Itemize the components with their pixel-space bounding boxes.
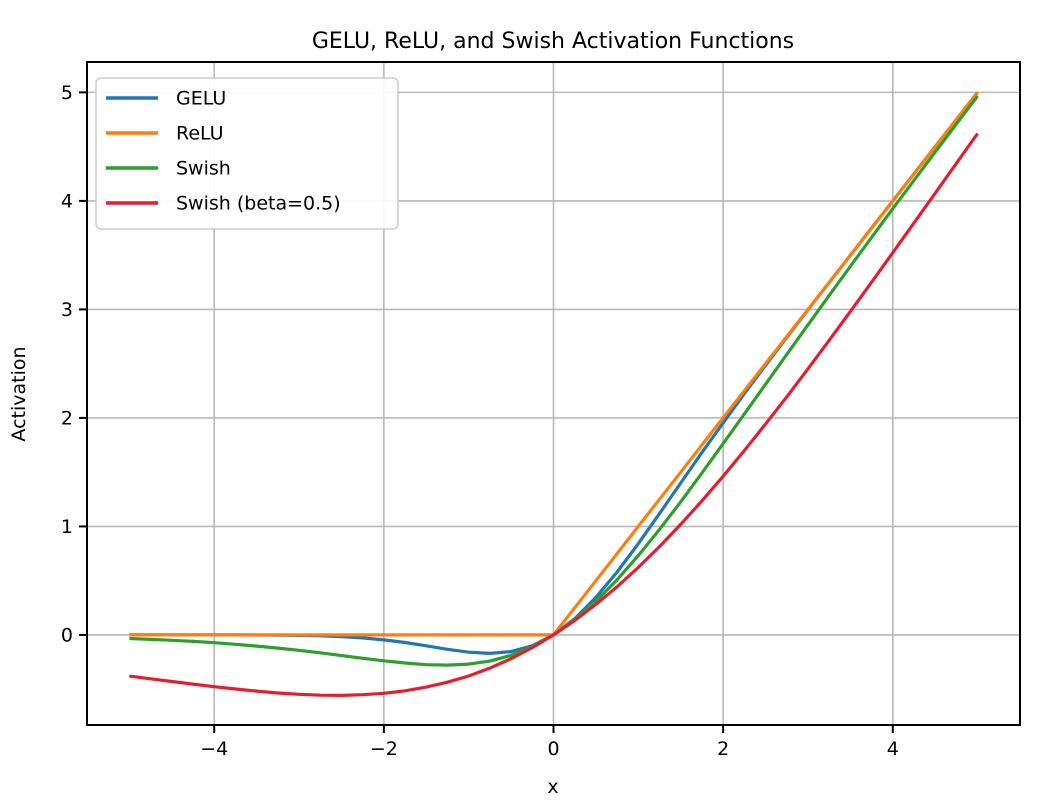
legend-entry-label: ReLU: [176, 123, 224, 145]
y-tick-label: 0: [61, 624, 73, 646]
x-axis-label: x: [547, 776, 558, 798]
legend-entry-label: GELU: [176, 88, 226, 110]
tick-layer: −4 −2 0 2 4 0 1 2 3 4 5: [61, 82, 899, 760]
y-tick-label: 5: [61, 82, 73, 104]
chart-title: GELU, ReLU, and Swish Activation Functio…: [312, 29, 794, 54]
y-tick-label: 3: [61, 299, 73, 321]
curve-layer: [129, 91, 979, 698]
legend-box: [95, 77, 399, 230]
legend-entry: Swish (beta=0.5): [106, 193, 341, 215]
legend-entry: ReLU: [106, 123, 224, 145]
y-tick-label: 2: [61, 407, 73, 429]
legend-entry: GELU: [106, 88, 226, 110]
x-tick-label: −2: [370, 738, 398, 760]
y-axis-label: Activation: [8, 346, 30, 441]
x-tick-label: 4: [887, 738, 899, 760]
x-tick-label: 0: [547, 738, 559, 760]
legend-entry-label: Swish (beta=0.5): [176, 193, 341, 215]
x-tick-label: 2: [717, 738, 729, 760]
y-tick-label: 1: [61, 516, 73, 538]
legend-entry-label: Swish: [176, 158, 231, 180]
y-tick-label: 4: [61, 190, 73, 212]
legend: GELU ReLU Swish Swish (beta=0.5): [95, 77, 399, 230]
curve-swish-beta-0-5: [129, 132, 979, 698]
legend-entry: Swish: [106, 158, 231, 180]
x-tick-label: −4: [200, 738, 228, 760]
